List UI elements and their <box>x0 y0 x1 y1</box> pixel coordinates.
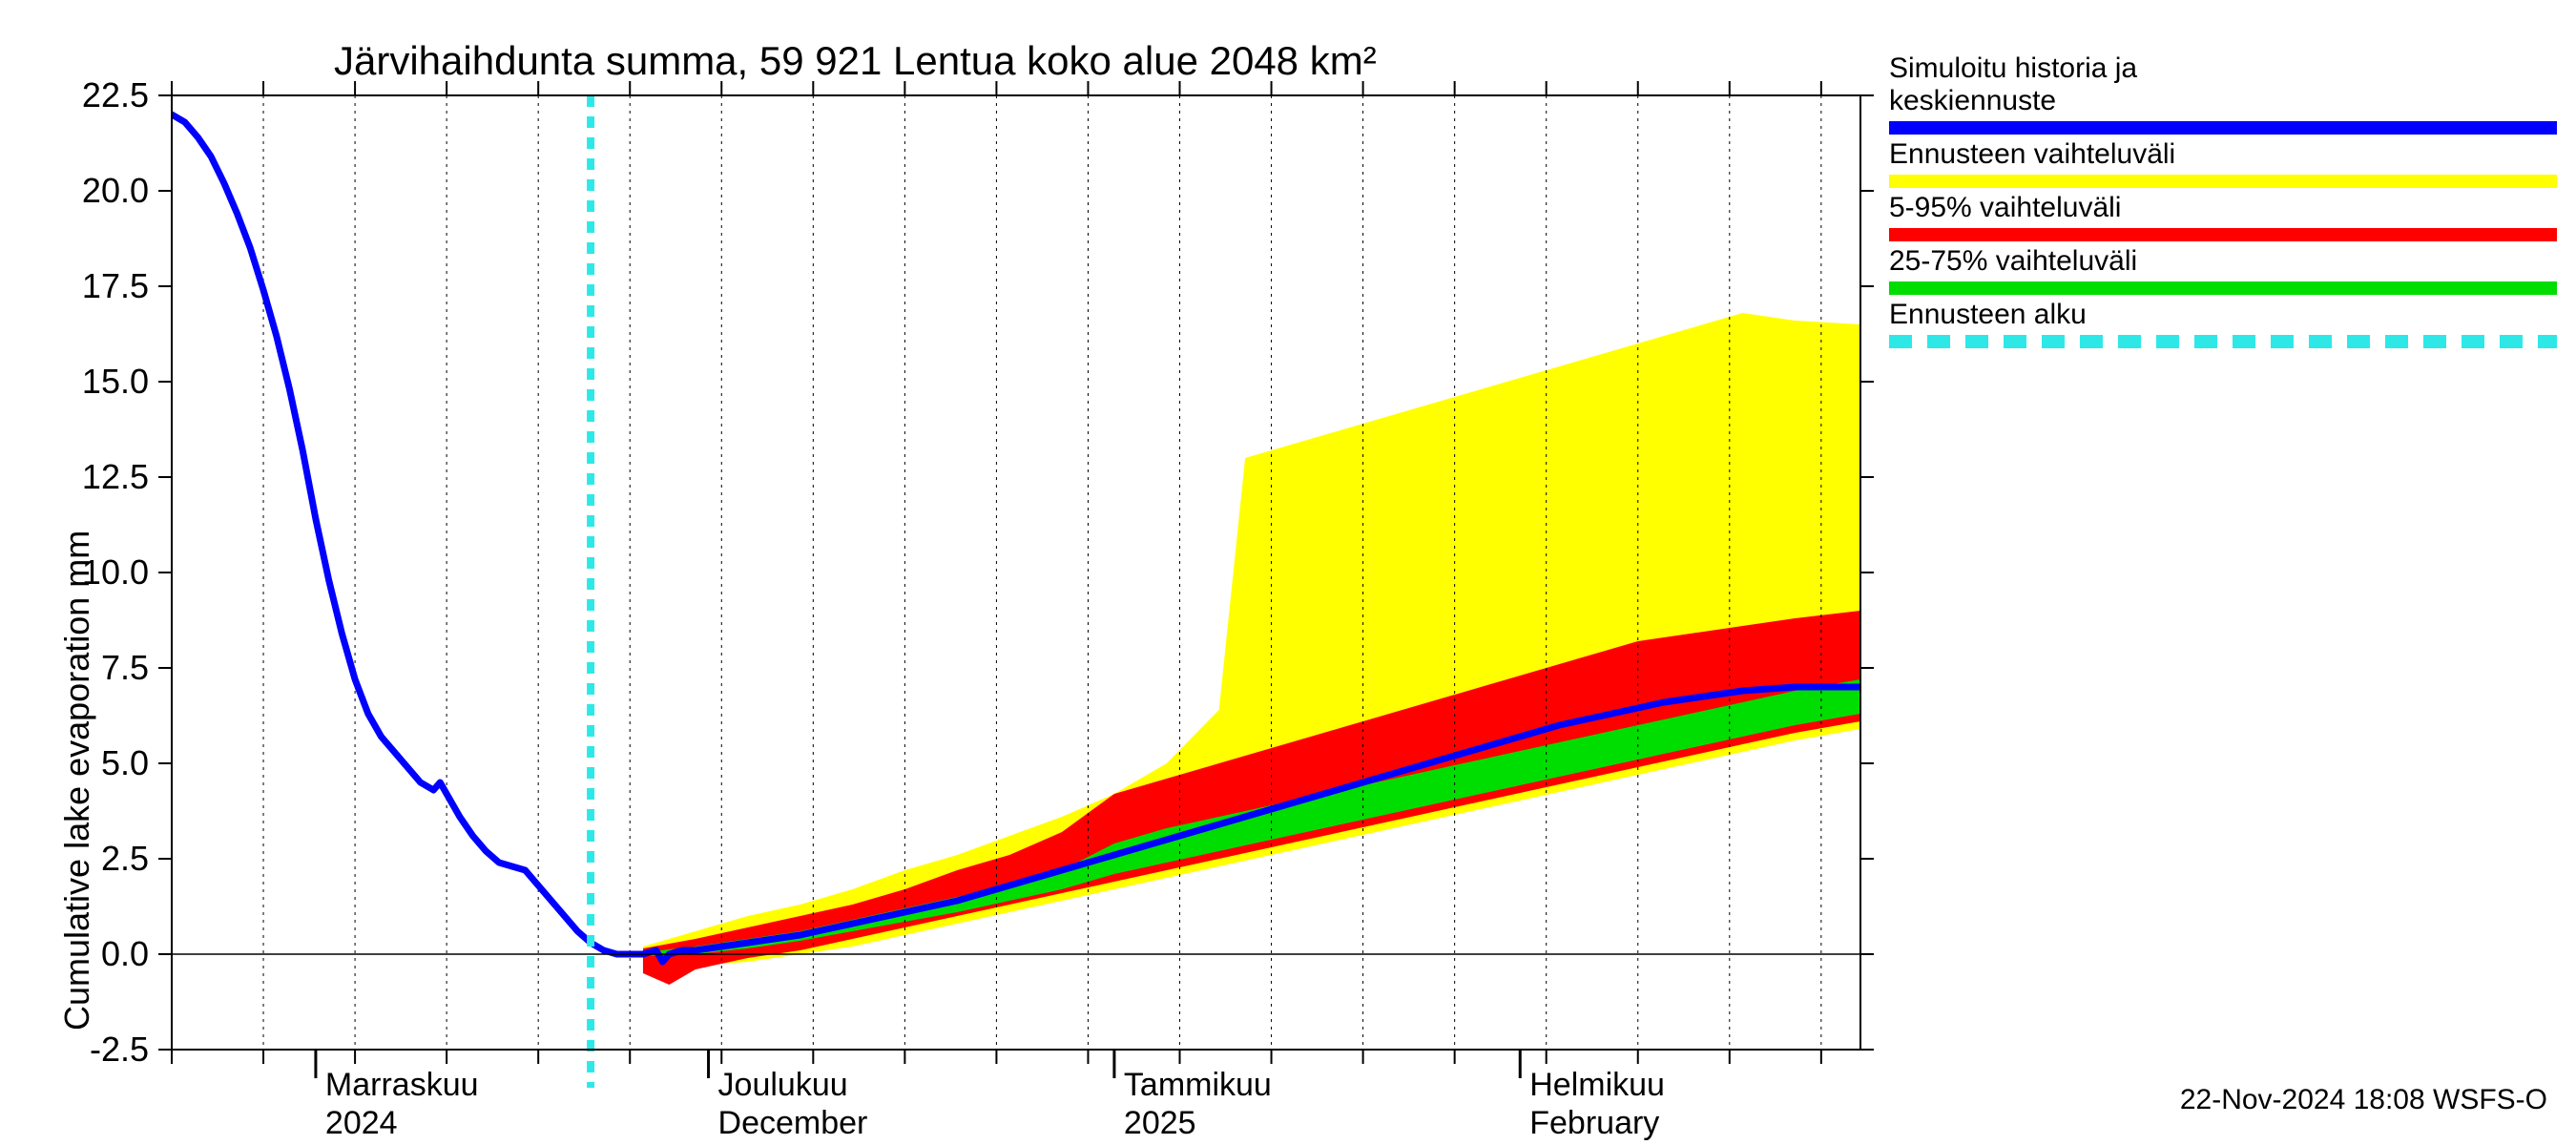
legend-item: Ennusteen alku <box>1889 299 2557 348</box>
legend-label: 5-95% vaihteluväli <box>1889 192 2557 224</box>
legend-item: 5-95% vaihteluväli <box>1889 192 2557 241</box>
ytick-label: 7.5 <box>101 648 149 687</box>
legend-swatch <box>1889 121 2557 135</box>
xlabel-bot: 2025 <box>1124 1105 1196 1141</box>
xlabel-top: Tammikuu <box>1124 1067 1272 1103</box>
xlabel-top: Marraskuu <box>325 1067 479 1103</box>
legend-label: Ennusteen vaihteluväli <box>1889 138 2557 171</box>
xlabel-bot: 2024 <box>325 1105 398 1141</box>
legend-item: Simuloitu historia jakeskiennuste <box>1889 52 2557 135</box>
legend: Simuloitu historia jakeskiennusteEnnuste… <box>1889 52 2557 352</box>
timestamp-footer: 22-Nov-2024 18:08 WSFS-O <box>2180 1084 2547 1116</box>
legend-swatch <box>1889 175 2557 188</box>
legend-item: Ennusteen vaihteluväli <box>1889 138 2557 188</box>
ytick-label: 5.0 <box>101 743 149 782</box>
ytick-label: -2.5 <box>90 1030 149 1069</box>
legend-swatch <box>1889 335 2557 348</box>
ytick-label: 0.0 <box>101 934 149 973</box>
y-axis-label: Cumulative lake evaporation mm <box>57 531 97 1030</box>
ytick-label: 17.5 <box>82 266 149 305</box>
ytick-label: 22.5 <box>82 75 149 114</box>
xlabel-top: Joulukuu <box>718 1067 848 1103</box>
legend-label: 25-75% vaihteluväli <box>1889 245 2557 278</box>
xlabel-bot: December <box>718 1105 868 1141</box>
ytick-label: 2.5 <box>101 839 149 878</box>
ytick-label: 15.0 <box>82 362 149 401</box>
ytick-label: 20.0 <box>82 171 149 210</box>
legend-label: keskiennuste <box>1889 85 2557 117</box>
xlabel-bot: February <box>1529 1105 1659 1141</box>
legend-label: Ennusteen alku <box>1889 299 2557 331</box>
ytick-label: 12.5 <box>82 457 149 496</box>
chart-title: Järvihaihdunta summa, 59 921 Lentua koko… <box>334 38 1377 84</box>
legend-item: 25-75% vaihteluväli <box>1889 245 2557 295</box>
legend-swatch <box>1889 281 2557 295</box>
legend-swatch <box>1889 228 2557 241</box>
xlabel-top: Helmikuu <box>1529 1067 1665 1103</box>
legend-label: Simuloitu historia ja <box>1889 52 2557 85</box>
